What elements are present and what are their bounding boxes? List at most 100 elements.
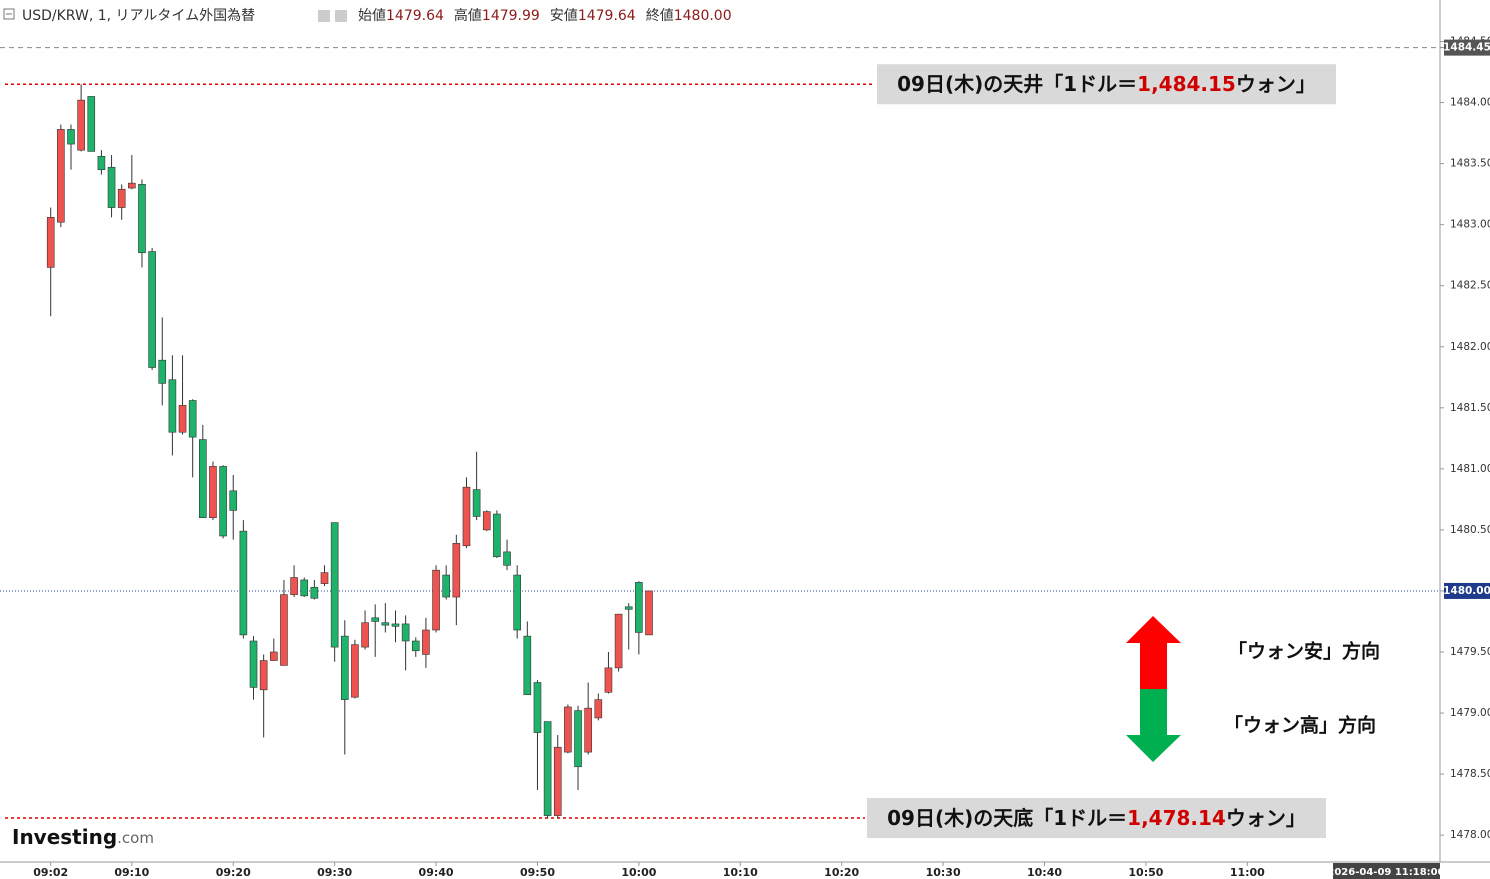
candle-body bbox=[422, 629, 430, 655]
candle-body bbox=[219, 466, 227, 537]
candle-body bbox=[482, 511, 491, 531]
y-tick-label: 1478.50 bbox=[1450, 768, 1490, 780]
ohlc-label: 終値 bbox=[646, 8, 674, 24]
candle-body bbox=[624, 606, 633, 610]
candle-body bbox=[87, 96, 96, 152]
x-tick-label: 11:00 bbox=[1230, 866, 1265, 879]
arrow-up-head bbox=[1126, 616, 1181, 643]
arrow-down-head bbox=[1126, 735, 1181, 762]
annotation-box bbox=[877, 64, 1336, 105]
candle-body bbox=[543, 721, 552, 816]
candle-body bbox=[249, 640, 258, 688]
candle-body bbox=[46, 217, 55, 268]
annotation-value: 1,478.14 bbox=[1127, 806, 1226, 830]
logo-suffix: .com bbox=[117, 829, 154, 847]
candle-body bbox=[533, 682, 542, 733]
settings-icon[interactable] bbox=[318, 10, 330, 22]
candle-body bbox=[391, 623, 400, 627]
candle-body bbox=[148, 251, 156, 368]
candle-body bbox=[503, 551, 511, 566]
ohlc-header: 始値1479.64 高値1479.99 安値1479.64 終値1480.00 bbox=[358, 7, 732, 24]
candle-body bbox=[472, 489, 481, 517]
y-tick-label: 1480.50 bbox=[1450, 524, 1490, 536]
last-price-label: 1480.00 bbox=[1443, 585, 1490, 597]
candle-body bbox=[97, 155, 106, 171]
candle-body bbox=[361, 622, 369, 648]
y-tick-label: 1481.50 bbox=[1450, 402, 1490, 414]
y-tick-label: 1479.50 bbox=[1450, 646, 1490, 658]
candle-body bbox=[594, 699, 603, 719]
x-tick-label: 09:10 bbox=[114, 866, 149, 879]
arrow-down-shaft bbox=[1140, 689, 1167, 735]
candle-body bbox=[442, 574, 450, 598]
price-label-box bbox=[1444, 39, 1490, 56]
direction-label: 「ウォン安」方向 bbox=[1228, 640, 1380, 663]
ohlc-label: 安値 bbox=[550, 8, 578, 24]
ohlc-text: 始値1479.64 高値1479.99 安値1479.64 終値1480.00 bbox=[358, 7, 732, 24]
candle-body bbox=[401, 623, 410, 642]
symbol: USD/KRW, 1, リアルタイム外国為替 bbox=[22, 8, 255, 24]
candle-body bbox=[371, 617, 380, 622]
direction-label: 「ウォン高」方向 bbox=[1224, 714, 1376, 737]
x-tick-label: 10:10 bbox=[723, 866, 758, 879]
annotation-text: 09日(木)の天井「1ドル＝ bbox=[897, 72, 1137, 96]
y-tick-label: 1478.00 bbox=[1450, 829, 1490, 841]
candle-body bbox=[57, 129, 65, 223]
x-tick-label: 09:50 bbox=[520, 866, 555, 879]
candle-body bbox=[574, 710, 582, 768]
candle-body bbox=[330, 522, 339, 648]
annotation: 09日(木)の天底「1ドル＝1,478.14ウォン」 bbox=[887, 806, 1306, 830]
candle-body bbox=[645, 590, 653, 636]
candle-body bbox=[340, 635, 349, 700]
candle-body bbox=[77, 99, 85, 151]
candle-body bbox=[158, 359, 167, 384]
x-tick-label: 10:50 bbox=[1128, 866, 1163, 879]
y-tick-label: 1484.00 bbox=[1450, 97, 1490, 109]
arrow-up-shaft bbox=[1140, 643, 1167, 689]
candle-body bbox=[259, 660, 268, 691]
candle-body bbox=[117, 188, 126, 208]
settings-icon[interactable] bbox=[335, 10, 347, 22]
candle-body bbox=[604, 667, 613, 693]
y-tick-label: 1481.00 bbox=[1450, 463, 1490, 475]
y-tick-label: 1482.00 bbox=[1450, 341, 1490, 353]
candle-body bbox=[290, 577, 298, 595]
collapse-icon[interactable] bbox=[3, 8, 15, 20]
candle-body bbox=[178, 405, 187, 433]
x-tick-label: 09:02 bbox=[33, 866, 68, 879]
candle-body bbox=[270, 651, 278, 661]
annotation-box bbox=[867, 798, 1326, 839]
cursor-time-box bbox=[1333, 863, 1440, 879]
candle-body bbox=[229, 490, 238, 511]
ohlc-value: 1479.64 bbox=[386, 8, 444, 24]
x-tick-label: 10:00 bbox=[621, 866, 656, 879]
price-label: 1484.45 bbox=[1443, 42, 1490, 54]
annotation: 09日(木)の天井「1ドル＝1,484.15ウォン」 bbox=[897, 72, 1316, 96]
annotation-value: 1,484.15 bbox=[1137, 72, 1236, 96]
x-tick-label: 10:30 bbox=[926, 866, 961, 879]
candle-body bbox=[107, 166, 116, 208]
candle-body bbox=[523, 635, 532, 696]
candle-body bbox=[351, 644, 359, 698]
candle-body bbox=[381, 622, 390, 626]
x-tick-label: 10:20 bbox=[824, 866, 859, 879]
candle-body bbox=[209, 466, 217, 518]
ohlc-value: 1480.00 bbox=[674, 8, 732, 24]
annotation-text: ウォン」 bbox=[1226, 806, 1306, 830]
candle-body bbox=[614, 613, 623, 669]
candle-body bbox=[584, 707, 592, 753]
candle-body bbox=[553, 746, 562, 816]
y-tick-label: 1482.50 bbox=[1450, 280, 1490, 292]
x-tick-label: 09:40 bbox=[419, 866, 454, 879]
ohlc-value: 1479.99 bbox=[482, 8, 540, 24]
logo-brand: Investing bbox=[12, 825, 117, 849]
candle-body bbox=[239, 530, 248, 636]
candle-body bbox=[452, 543, 461, 598]
annotation-text: 09日(木)の天底「1ドル＝ bbox=[887, 806, 1127, 830]
candle-body bbox=[188, 400, 197, 438]
logo: Investing.com bbox=[12, 825, 154, 849]
candle-body bbox=[310, 586, 319, 599]
annotation-text: ウォン」 bbox=[1236, 72, 1316, 96]
